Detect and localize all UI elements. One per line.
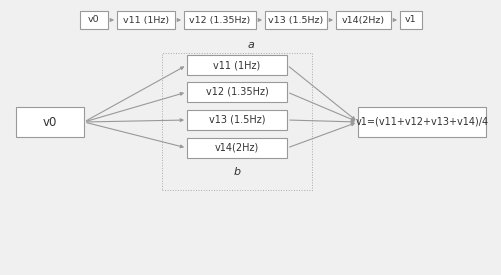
FancyBboxPatch shape xyxy=(117,11,175,29)
Text: v14(2Hz): v14(2Hz) xyxy=(214,143,259,153)
Text: v13 (1.5Hz): v13 (1.5Hz) xyxy=(268,15,323,24)
Text: v0: v0 xyxy=(43,116,57,128)
FancyBboxPatch shape xyxy=(335,11,390,29)
FancyBboxPatch shape xyxy=(265,11,326,29)
FancyBboxPatch shape xyxy=(187,138,287,158)
Text: v12 (1.35Hz): v12 (1.35Hz) xyxy=(189,15,250,24)
FancyBboxPatch shape xyxy=(184,11,256,29)
FancyBboxPatch shape xyxy=(357,107,485,137)
Text: v14(2Hz): v14(2Hz) xyxy=(341,15,384,24)
Text: b: b xyxy=(233,167,240,177)
Text: v11 (1Hz): v11 (1Hz) xyxy=(123,15,169,24)
FancyBboxPatch shape xyxy=(187,55,287,75)
Text: v1=(v11+v12+v13+v14)/4: v1=(v11+v12+v13+v14)/4 xyxy=(355,117,487,127)
Text: v1: v1 xyxy=(404,15,416,24)
Text: v12 (1.35Hz): v12 (1.35Hz) xyxy=(205,87,268,97)
Text: v13 (1.5Hz): v13 (1.5Hz) xyxy=(208,115,265,125)
FancyBboxPatch shape xyxy=(187,82,287,102)
FancyBboxPatch shape xyxy=(399,11,421,29)
FancyBboxPatch shape xyxy=(16,107,84,137)
FancyBboxPatch shape xyxy=(187,110,287,130)
Text: v0: v0 xyxy=(88,15,100,24)
Text: a: a xyxy=(247,40,254,50)
FancyBboxPatch shape xyxy=(80,11,108,29)
Text: v11 (1Hz): v11 (1Hz) xyxy=(213,60,260,70)
